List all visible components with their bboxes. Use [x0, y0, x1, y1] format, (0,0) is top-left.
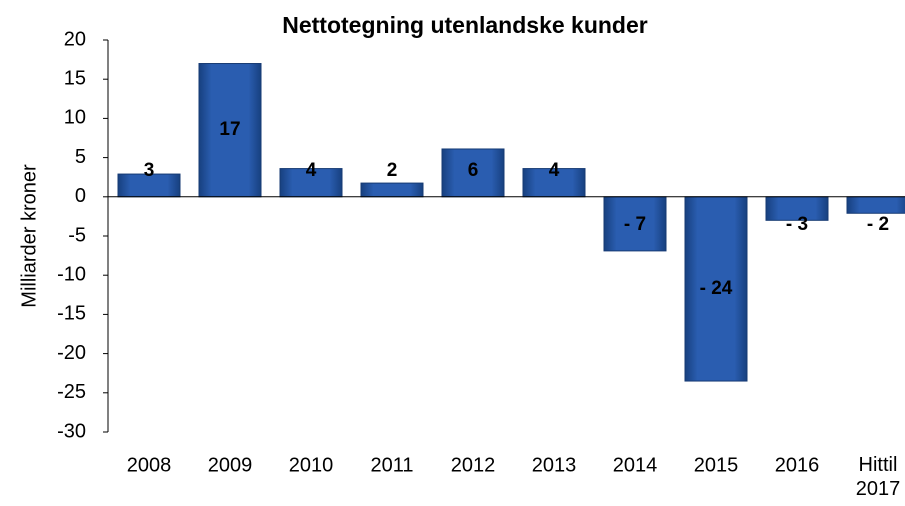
- value-label: 2: [387, 160, 398, 181]
- bar: [684, 196, 748, 382]
- value-label: 3: [144, 160, 155, 181]
- bar: [441, 148, 505, 198]
- value-label: 4: [549, 160, 560, 181]
- y-tick-label: 20: [64, 28, 86, 50]
- x-tick-label: 2015: [694, 454, 739, 476]
- x-tick-label: 2008: [127, 454, 172, 476]
- y-tick-label: -30: [57, 420, 86, 442]
- bar: [603, 196, 667, 252]
- x-tick-label: 2012: [451, 454, 496, 476]
- value-label: - 24: [700, 278, 733, 299]
- y-tick-label: -15: [57, 303, 86, 325]
- chart-title: Nettotegning utenlandske kunder: [282, 12, 648, 38]
- x-tick-label: 2011: [370, 454, 413, 476]
- y-tick-label: -5: [68, 224, 86, 246]
- y-tick-label: -20: [57, 342, 86, 364]
- bar: [360, 182, 424, 198]
- bar: [198, 63, 262, 198]
- x-tick-label: 2013: [532, 454, 577, 476]
- value-label: - 7: [624, 214, 646, 235]
- x-tick-label: 2016: [775, 454, 820, 476]
- y-tick-label: -25: [57, 381, 86, 403]
- y-tick-label: -10: [57, 263, 86, 285]
- value-label: 6: [468, 160, 479, 181]
- bar: [279, 168, 343, 198]
- y-axis-label: Milliarder kroner: [18, 164, 40, 308]
- value-label: - 2: [867, 214, 889, 235]
- y-tick-label: 15: [64, 67, 86, 89]
- x-tick-label: 2014: [613, 454, 658, 476]
- value-label: - 3: [786, 214, 808, 235]
- value-label: 17: [219, 119, 240, 140]
- y-tick-label: 0: [75, 185, 86, 207]
- y-tick-label: 10: [64, 107, 86, 129]
- x-tick-label: 2009: [208, 454, 253, 476]
- bar: [522, 168, 586, 198]
- x-tick-label: 2010: [289, 454, 334, 476]
- y-tick-label: 5: [75, 146, 86, 168]
- bar: [846, 196, 905, 214]
- x-tick-label: Hittil 2017: [856, 454, 901, 500]
- value-label: 4: [306, 160, 317, 181]
